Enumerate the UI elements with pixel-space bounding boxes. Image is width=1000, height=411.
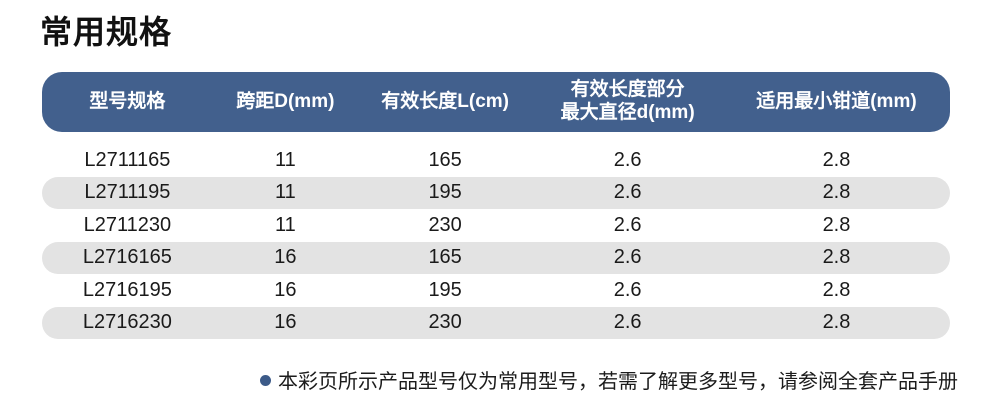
table-row: L2716230 16 230 2.6 2.8: [42, 306, 950, 339]
table-row: L2716195 16 195 2.6 2.8: [42, 274, 950, 307]
cell-model: L2716195: [82, 278, 172, 301]
table-row: L2716165 16 165 2.6 2.8: [42, 241, 950, 274]
note-bullet-icon: [260, 375, 271, 386]
cell-span-d: 11: [274, 148, 296, 171]
cell-max-diameter: 2.6: [613, 311, 642, 334]
cell-model: L2716165: [82, 246, 172, 269]
cell-effective-length: 230: [428, 213, 462, 236]
cell-span-d: 11: [274, 181, 296, 204]
cell-span-d: 16: [274, 246, 297, 269]
cell-model: L2711195: [84, 181, 171, 204]
cell-min-channel: 2.8: [822, 246, 851, 269]
page-title: 常用规格: [40, 14, 173, 50]
cell-min-channel: 2.8: [822, 311, 851, 334]
cell-effective-length: 195: [428, 278, 462, 301]
table-row: L2711195 11 195 2.6 2.8: [42, 176, 950, 209]
cell-effective-length: 230: [428, 311, 462, 334]
table-row: L2711165 11 165 2.6 2.8: [42, 144, 950, 177]
cell-span-d: 16: [274, 311, 297, 334]
cell-min-channel: 2.8: [822, 213, 851, 236]
cell-max-diameter: 2.6: [613, 246, 642, 269]
cell-effective-length: 195: [428, 181, 462, 204]
cell-max-diameter: 2.6: [613, 148, 642, 171]
cell-max-diameter: 2.6: [613, 213, 642, 236]
column-header-max-diameter-line2: 最大直径d(mm): [560, 102, 695, 123]
cell-min-channel: 2.8: [822, 278, 851, 301]
cell-model: L2711165: [84, 148, 171, 171]
column-header-effective-length: 有效长度L(cm): [381, 90, 509, 112]
table-row: L2711230 11 230 2.6 2.8: [42, 209, 950, 242]
table-header-row: 型号规格 跨距D(mm) 有效长度L(cm) 有效长度部分 最大直径d(mm) …: [42, 72, 950, 132]
cell-min-channel: 2.8: [822, 148, 851, 171]
cell-effective-length: 165: [428, 246, 462, 269]
column-header-span-d: 跨距D(mm): [236, 90, 335, 112]
footnote: 本彩页所示产品型号仅为常用型号，若需了解更多型号，请参阅全套产品手册: [0, 369, 958, 395]
cell-span-d: 16: [274, 278, 297, 301]
cell-max-diameter: 2.6: [613, 278, 642, 301]
cell-model: L2716230: [82, 311, 172, 334]
cell-effective-length: 165: [428, 148, 462, 171]
footnote-text: 本彩页所示产品型号仅为常用型号，若需了解更多型号，请参阅全套产品手册: [278, 371, 958, 393]
column-header-min-channel: 适用最小钳道(mm): [756, 90, 917, 112]
cell-max-diameter: 2.6: [613, 181, 642, 204]
column-header-max-diameter-line1: 有效长度部分: [570, 79, 685, 101]
cell-min-channel: 2.8: [822, 181, 851, 204]
cell-span-d: 11: [274, 213, 296, 236]
column-header-max-diameter: 有效长度部分 最大直径d(mm): [532, 79, 723, 125]
column-header-model: 型号规格: [89, 90, 166, 112]
cell-model: L2711230: [83, 213, 172, 236]
spec-table: 型号规格 跨距D(mm) 有效长度L(cm) 有效长度部分 最大直径d(mm) …: [42, 72, 950, 339]
